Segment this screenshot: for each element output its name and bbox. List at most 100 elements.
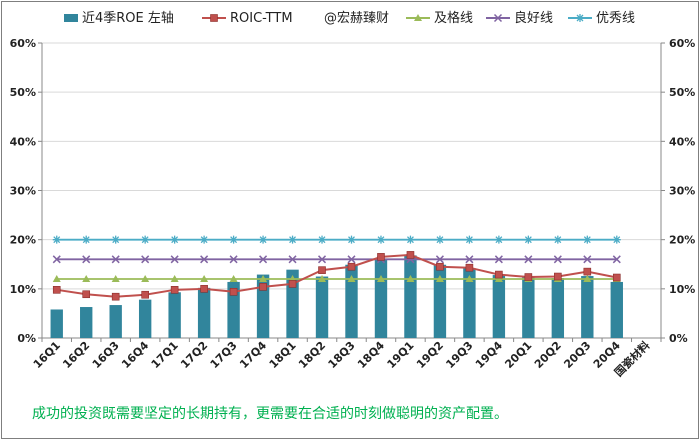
- bar-roe: [463, 268, 476, 338]
- point-marker: [435, 255, 444, 264]
- point-marker: [612, 273, 621, 282]
- point-marker: [553, 235, 562, 244]
- bar-roe: [50, 309, 63, 338]
- point-marker: [52, 286, 61, 294]
- bar-roe: [345, 264, 358, 338]
- point-marker: [141, 290, 149, 299]
- point-marker: [318, 235, 327, 244]
- x-tick-label: 19Q3: [443, 339, 475, 371]
- point-marker: [52, 255, 61, 264]
- series-line: [56, 253, 617, 298]
- y-tick-label-right: 50%: [669, 86, 695, 99]
- legend-label: 及格线: [434, 10, 473, 26]
- x-tick-label: 16Q2: [60, 339, 92, 371]
- point-marker: [414, 14, 422, 21]
- point-marker: [200, 275, 209, 282]
- point-marker: [583, 255, 592, 264]
- y-tick-label-right: 40%: [669, 135, 695, 148]
- x-tick-label: 17Q3: [208, 339, 240, 371]
- bar-roe: [404, 255, 417, 338]
- point-marker: [288, 235, 297, 244]
- point-marker: [494, 275, 503, 282]
- point-marker: [82, 275, 91, 282]
- x-tick-label: 18Q2: [296, 339, 328, 371]
- point-marker: [52, 275, 61, 282]
- bar-roe: [581, 276, 594, 338]
- point-marker: [200, 255, 209, 264]
- bar-roe: [80, 307, 93, 338]
- point-marker: [200, 235, 209, 244]
- x-tick-label: 19Q4: [473, 339, 505, 371]
- point-marker: [347, 255, 356, 264]
- y-tick-label-left: 30%: [10, 185, 36, 198]
- point-marker: [376, 235, 385, 244]
- point-marker: [229, 275, 238, 282]
- point-marker: [495, 270, 503, 279]
- point-marker: [170, 286, 179, 294]
- point-marker: [229, 235, 238, 244]
- x-tick-label: 18Q1: [267, 339, 299, 371]
- point-marker: [170, 235, 179, 244]
- bar-roe: [168, 292, 181, 338]
- point-marker: [494, 235, 503, 244]
- point-marker: [259, 275, 268, 282]
- point-marker: [435, 235, 444, 244]
- point-marker: [376, 275, 385, 282]
- bar-roe: [610, 281, 623, 338]
- point-marker: [210, 14, 218, 22]
- point-marker: [576, 14, 584, 22]
- bar-roe: [197, 287, 211, 338]
- bar-roe: [492, 275, 506, 338]
- point-marker: [259, 255, 268, 264]
- point-marker: [141, 275, 150, 282]
- bar-roe: [315, 276, 329, 338]
- point-marker: [612, 235, 621, 244]
- point-marker: [347, 275, 356, 282]
- x-tick-label: 20Q2: [532, 339, 564, 371]
- point-marker: [200, 285, 208, 293]
- y-tick-label-left: 50%: [10, 86, 36, 99]
- point-marker: [52, 235, 61, 244]
- y-tick-label-right: 0%: [669, 332, 688, 345]
- point-marker: [465, 263, 474, 272]
- point-marker: [318, 275, 327, 282]
- x-tick-label: 17Q4: [237, 339, 269, 371]
- point-marker: [141, 255, 150, 264]
- bar-roe: [551, 278, 565, 338]
- y-tick-label-left: 40%: [10, 135, 36, 148]
- point-marker: [553, 255, 562, 264]
- bar-roe: [522, 276, 535, 338]
- bar-roe: [227, 281, 240, 338]
- legend-label: 良好线: [514, 10, 553, 26]
- point-marker: [111, 235, 120, 244]
- x-tick-label: 17Q1: [149, 339, 181, 371]
- x-tick-label: 19Q2: [414, 339, 446, 371]
- legend-label: 优秀线: [596, 11, 635, 26]
- y-tick-label-right: 60%: [669, 37, 695, 50]
- x-tick-label: 20Q1: [502, 339, 534, 371]
- x-tick-label: 16Q3: [90, 339, 122, 371]
- x-tick-label: 17Q2: [178, 339, 210, 371]
- point-marker: [435, 275, 444, 282]
- y-tick-label-left: 20%: [10, 234, 36, 247]
- footnote: 成功的投资既需要坚定的长期持有，更需要在合适的时刻做聪明的资产配置。: [32, 406, 508, 422]
- y-tick-label-left: 0%: [17, 332, 36, 345]
- point-marker: [229, 287, 238, 296]
- x-tick-label: 16Q4: [119, 339, 151, 371]
- point-marker: [259, 283, 267, 291]
- x-tick-label: 20Q3: [561, 339, 593, 371]
- point-marker: [524, 273, 533, 281]
- point-marker: [524, 235, 533, 244]
- point-marker: [612, 255, 621, 264]
- point-marker: [229, 255, 238, 264]
- x-tick-label: 19Q1: [385, 339, 417, 371]
- point-marker: [465, 275, 474, 282]
- point-marker: [377, 253, 385, 261]
- point-marker: [170, 275, 179, 282]
- point-marker: [111, 275, 120, 282]
- y-tick-label-left: 10%: [10, 283, 36, 296]
- x-tick-label: 18Q3: [326, 339, 358, 371]
- point-marker: [317, 255, 327, 264]
